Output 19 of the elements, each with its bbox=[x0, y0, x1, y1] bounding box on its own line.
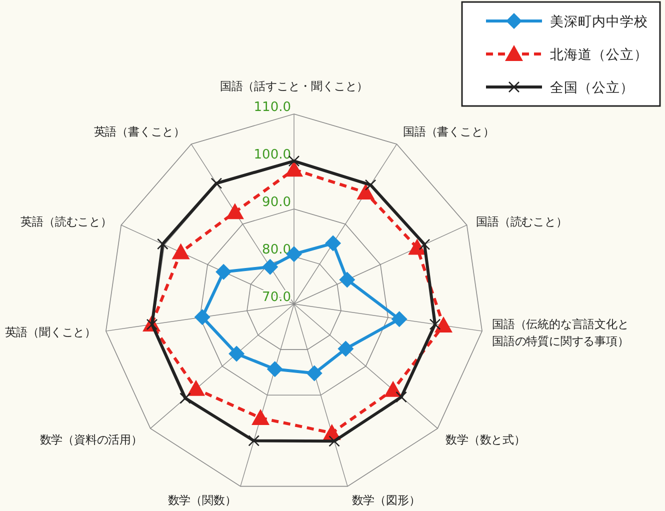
spoke-label: 国語（読むこと） bbox=[476, 214, 568, 229]
spoke-label: 数学（関数） bbox=[168, 492, 236, 507]
spoke-label: 英語（書くこと） bbox=[94, 124, 185, 138]
spoke-label: 国語（話すこと・聞くこと） bbox=[220, 79, 368, 93]
spoke-label: 国語（書くこと） bbox=[403, 124, 494, 138]
legend-label: 美深町内中学校 bbox=[550, 14, 648, 30]
y-tick-label: 90.0 bbox=[262, 195, 291, 210]
spoke-label: 英語（聞くこと） bbox=[4, 325, 96, 340]
legend-label: 北海道（公立） bbox=[550, 47, 648, 63]
y-tick-label: 110.0 bbox=[254, 100, 291, 115]
spoke-label: 数学（図形） bbox=[352, 492, 420, 507]
y-tick-label: 100.0 bbox=[254, 148, 291, 162]
spoke-label: 国語（伝統的な言語文化と国語の特質に関する事項） bbox=[492, 317, 629, 348]
y-tick-label: 80.0 bbox=[262, 242, 291, 258]
y-tick-label: 70.0 bbox=[262, 290, 291, 305]
legend-label: 全国（公立） bbox=[550, 80, 634, 96]
spoke-label: 数学（資料の活用） bbox=[40, 432, 142, 447]
spoke-label: 英語（読むこと） bbox=[20, 214, 112, 229]
spoke-label: 数学（数と式） bbox=[446, 432, 526, 447]
